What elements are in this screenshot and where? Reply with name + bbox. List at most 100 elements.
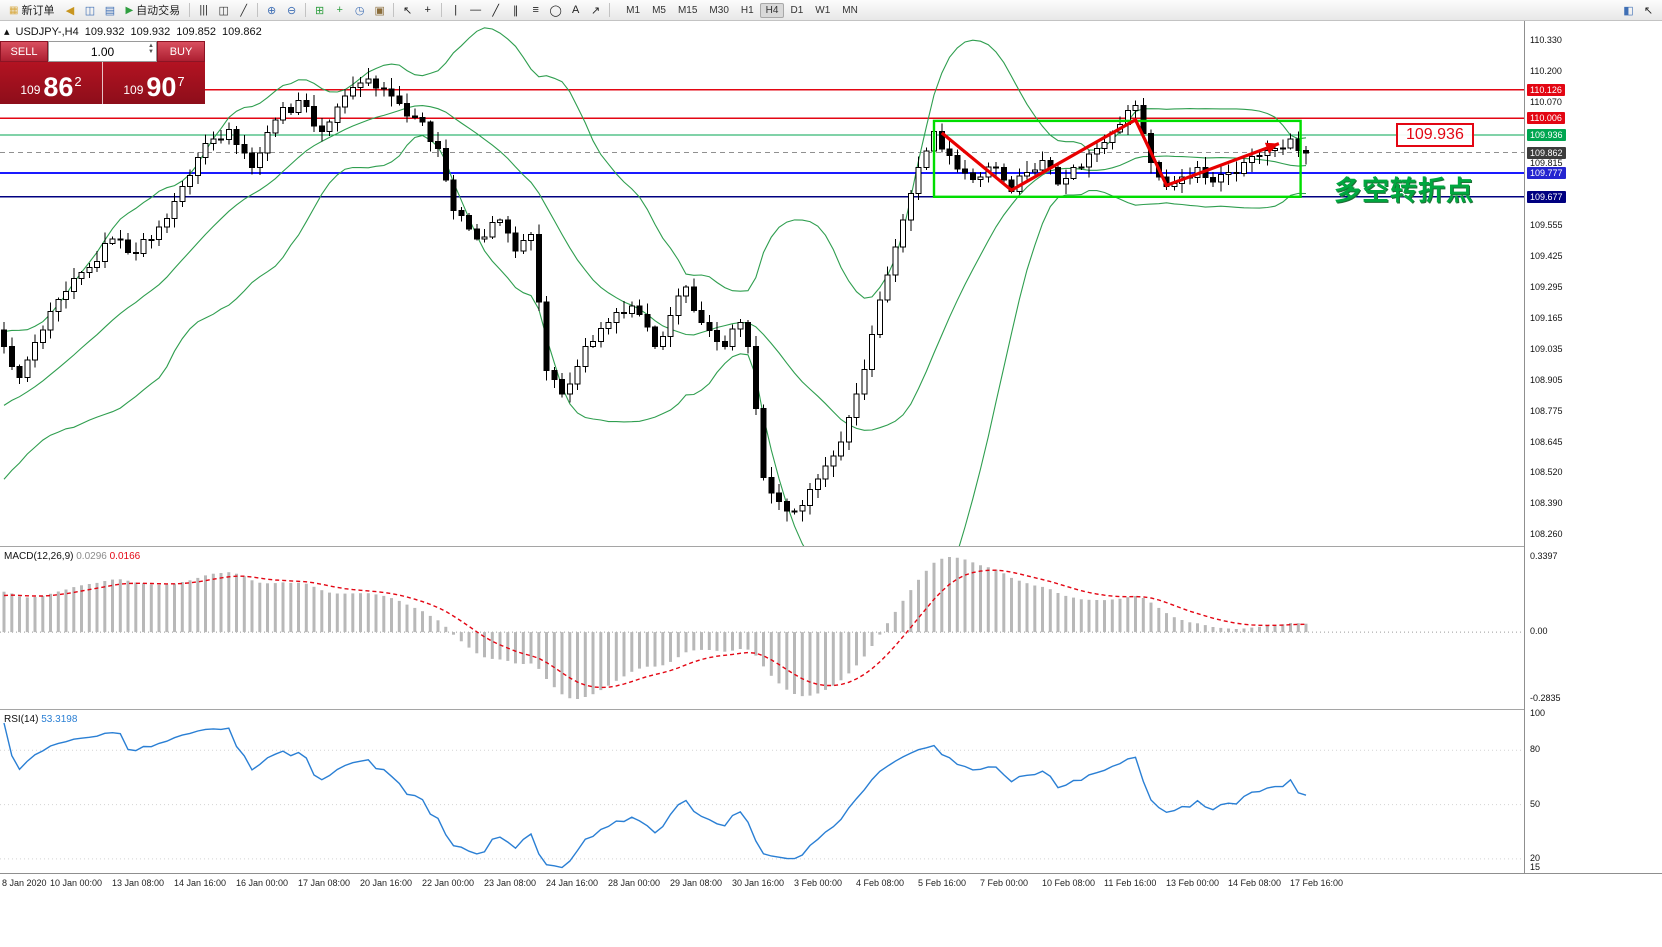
auto-trading-button-label: 自动交易 xyxy=(136,5,181,17)
vertical-line-icon[interactable]: | xyxy=(454,4,458,16)
collapse-panel-icon[interactable]: ▴ xyxy=(4,26,10,38)
time-axis-label: 17 Jan 08:00 xyxy=(298,878,351,888)
lot-down-icon[interactable]: ▼ xyxy=(148,49,154,55)
shapes-icon[interactable]: ◯ xyxy=(549,4,562,17)
consolidation-box-annotation[interactable] xyxy=(932,119,1302,199)
horizontal-line-icon[interactable]: — xyxy=(470,4,482,16)
rsi-scale-tick: 15 xyxy=(1530,862,1541,872)
price-tag-annotation[interactable]: 109.936 xyxy=(1396,123,1474,147)
tile-windows-icon[interactable]: ⊞ xyxy=(315,4,325,17)
lot-up-icon[interactable]: ▲ xyxy=(148,43,154,49)
zoom-out-icon[interactable]: ⊖ xyxy=(287,4,297,17)
bar-chart-icon[interactable]: ||| xyxy=(199,4,208,16)
time-axis-label: 29 Jan 08:00 xyxy=(670,878,723,888)
cursor-icon[interactable]: ↖ xyxy=(403,4,413,17)
price-scale-tick: 108.520 xyxy=(1530,466,1563,477)
sound-icon[interactable]: ◀ xyxy=(65,4,75,17)
time-axis-label: 13 Jan 08:00 xyxy=(112,878,165,888)
toolbar-separator xyxy=(441,3,443,17)
time-axis-label: 10 Feb 08:00 xyxy=(1042,878,1096,888)
buy-button[interactable]: BUY xyxy=(157,41,205,62)
buy-price-display[interactable]: 109 90 7 xyxy=(103,62,205,104)
time-axis[interactable]: 8 Jan 2020 10 Jan 00:00 13 Jan 08:00 14 Jan… xyxy=(0,873,1662,896)
timeframe-d1-button[interactable]: D1 xyxy=(790,4,804,16)
timeframe-mn-button[interactable]: MN xyxy=(842,4,858,16)
sell-price-display[interactable]: 109 86 2 xyxy=(0,62,103,104)
symbol-header: ▴ USDJPY-,H4 109.932 109.932 109.852 109.862 xyxy=(4,25,268,38)
bar-close-value: 109.862 xyxy=(222,26,262,38)
symbol-name: USDJPY-,H4 xyxy=(15,26,79,38)
macd-main-value: 0.0296 xyxy=(76,551,107,562)
candlestick-chart[interactable] xyxy=(0,21,1524,546)
price-scale-tick: 109.815 xyxy=(1530,157,1563,168)
line-chart-icon[interactable]: ╱ xyxy=(240,4,247,17)
price-scale-tick: 108.905 xyxy=(1530,375,1563,386)
lot-size-field[interactable]: ▲▼ xyxy=(48,41,157,62)
chart-window-icon[interactable]: ◫ xyxy=(84,4,96,17)
price-scale-border xyxy=(1524,21,1525,873)
time-axis-label: 22 Jan 00:00 xyxy=(422,878,475,888)
time-axis-label: 14 Jan 16:00 xyxy=(174,878,227,888)
macd-panel-separator[interactable] xyxy=(0,546,1524,547)
trend-zigzag-annotation[interactable] xyxy=(940,117,1280,193)
price-scale-tick: 108.390 xyxy=(1530,497,1563,508)
trendline-icon[interactable]: ╱ xyxy=(492,4,499,17)
rsi-indicator-panel[interactable] xyxy=(0,710,1524,873)
macd-indicator-panel[interactable] xyxy=(0,547,1524,709)
timeframe-m5-button[interactable]: M5 xyxy=(652,4,666,16)
time-axis-label: 11 Feb 16:00 xyxy=(1104,878,1157,888)
price-scale-tick: 109.555 xyxy=(1530,219,1563,230)
price-scale-tick: 110.330 xyxy=(1530,35,1562,45)
timeframe-h1-button[interactable]: H1 xyxy=(740,4,754,16)
candlestick-chart-icon[interactable]: ◫ xyxy=(218,4,229,17)
timeframe-h4-button[interactable]: H4 xyxy=(759,2,785,18)
timeframe-w1-button[interactable]: W1 xyxy=(815,4,831,16)
sell-button[interactable]: SELL xyxy=(0,41,48,62)
profiles-icon[interactable]: ▤ xyxy=(104,4,116,17)
price-scale[interactable]: 110.330 110.200 110.070 109.815 109.555 109.4… xyxy=(1525,21,1662,947)
text-icon[interactable]: A xyxy=(571,4,580,16)
rsi-panel-separator[interactable] xyxy=(0,709,1524,710)
toolbar-separator xyxy=(393,3,395,17)
periods-icon[interactable]: ◷ xyxy=(354,4,365,17)
sell-price-point: 2 xyxy=(74,74,82,89)
time-axis-label: 4 Feb 08:00 xyxy=(856,878,905,888)
macd-scale-max: 0.3397 xyxy=(1530,551,1558,561)
rsi-scale-tick: 50 xyxy=(1530,798,1541,809)
toolbar-separator xyxy=(609,3,611,17)
lot-spinner[interactable]: ▲ ▼ xyxy=(148,43,154,55)
toolbar-separator xyxy=(305,3,307,17)
crosshair-icon[interactable]: + xyxy=(424,4,431,16)
auto-trading-icon: ▶ xyxy=(125,4,134,16)
timeframe-m15-button[interactable]: M15 xyxy=(677,4,698,16)
price-scale-tick: 108.645 xyxy=(1530,437,1563,448)
indicators-icon[interactable]: + xyxy=(336,4,343,16)
equidistant-channel-icon[interactable]: ∥ xyxy=(512,4,519,17)
time-axis-label: 16 Jan 00:00 xyxy=(236,878,289,888)
timeframe-m30-button[interactable]: M30 xyxy=(709,4,729,16)
sell-price-figure: 109 xyxy=(20,83,41,97)
macd-scale-zero: 0.00 xyxy=(1530,626,1548,637)
support-line-upper-label: 109.777 xyxy=(1527,166,1566,179)
timeframe-m1-button[interactable]: M1 xyxy=(626,4,641,16)
time-axis-label: 5 Feb 16:00 xyxy=(918,878,967,888)
templates-icon[interactable]: ▣ xyxy=(374,4,385,17)
arrow-objects-icon[interactable]: ↗ xyxy=(591,4,601,17)
timeframe-switcher: M1 M5 M15 M30 H1 H4 D1 W1 MN xyxy=(620,2,864,18)
fibonacci-icon[interactable]: ≡ xyxy=(532,4,539,16)
new-order-button[interactable]: ▦ 新订单 xyxy=(4,1,59,19)
macd-name: MACD(12,26,9) xyxy=(4,551,74,562)
chart-layout-icon[interactable]: ◧ xyxy=(1623,4,1634,17)
bollinger-middle-band xyxy=(3,105,1307,431)
time-axis-label: 24 Jan 16:00 xyxy=(546,878,599,888)
docking-pointer-icon[interactable]: ↖ xyxy=(1643,4,1654,17)
bollinger-lower-band xyxy=(3,134,1307,546)
price-scale-tick: 109.295 xyxy=(1530,282,1563,292)
turning-point-note[interactable]: 多空转折点 xyxy=(1334,176,1474,206)
lot-size-input[interactable] xyxy=(70,43,135,60)
time-axis-label: 3 Feb 00:00 xyxy=(794,878,843,888)
zoom-in-icon[interactable]: ⊕ xyxy=(267,4,277,17)
auto-trading-button[interactable]: ▶ 自动交易 xyxy=(120,1,185,19)
chart-window: ▴ USDJPY-,H4 109.932 109.932 109.852 109.862 … xyxy=(0,21,1662,947)
